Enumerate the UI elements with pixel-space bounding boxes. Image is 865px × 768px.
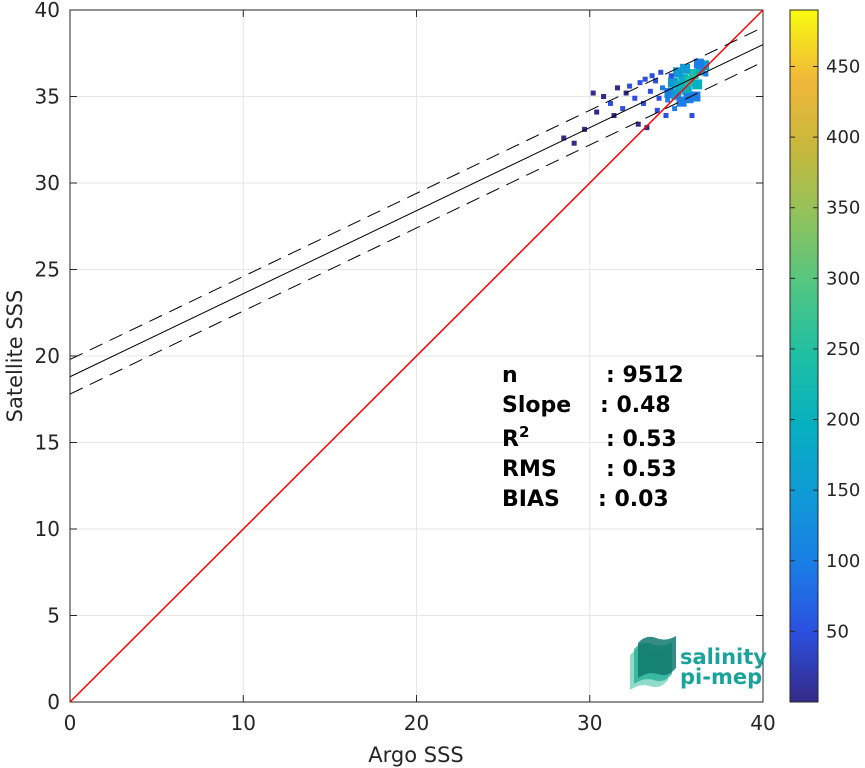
stat-value: : 9512	[606, 363, 684, 388]
density-cell	[649, 73, 655, 79]
density-cell	[654, 107, 660, 113]
colorbar-tick-label: 200	[826, 410, 860, 431]
density-cell	[688, 69, 699, 80]
density-cell	[653, 78, 659, 84]
colorbar	[789, 9, 819, 703]
logo-text-line1: salinity	[680, 645, 767, 669]
confidence-line-lower	[69, 61, 764, 395]
colorbar-tick-label: 350	[826, 198, 860, 219]
statistics-box: n : 9512 Slope : 0.48 R2 : 0.53 RMS : 0.53 BIAS:…	[502, 363, 684, 512]
density-cell	[667, 77, 678, 88]
density-cell	[644, 125, 650, 131]
y-tick-label: 10	[35, 517, 60, 541]
colorbar-tick-label: 150	[826, 480, 860, 501]
identity-line	[69, 9, 764, 703]
density-cell	[668, 73, 674, 79]
y-tick-label: 0	[47, 690, 60, 714]
density-cell	[627, 83, 633, 89]
colorbar-tick-label: 100	[826, 551, 860, 572]
density-cell	[660, 85, 666, 91]
colorbar-ticks: 50 100 150 200 250 300 350 400 450	[790, 56, 860, 642]
colorbar-tick-label: 400	[826, 127, 860, 148]
density-cell	[693, 58, 704, 69]
density-cell	[665, 97, 671, 103]
colorbar-tick-label: 450	[826, 56, 860, 77]
density-cell	[680, 63, 691, 74]
x-tick-label: 40	[750, 711, 775, 735]
density-cell	[681, 84, 692, 95]
stat-label: n	[502, 363, 518, 388]
density-cell	[642, 76, 648, 82]
stat-label: Slope	[502, 393, 571, 418]
stat-value: : 0.53	[606, 457, 677, 482]
stat-value: : 0.53	[606, 427, 677, 452]
density-cell	[673, 67, 684, 78]
x-axis-label: Argo SSS	[368, 743, 463, 767]
confidence-line-upper	[69, 26, 764, 360]
density-cell	[672, 106, 678, 112]
density-cell	[637, 80, 643, 86]
density-cell	[561, 135, 567, 141]
salinity-pimep-logo: salinity pi-mep	[630, 636, 767, 690]
colorbar-tick-label: 300	[826, 268, 860, 289]
density-cell	[658, 69, 664, 75]
density-cell	[699, 60, 710, 71]
density-cell	[590, 90, 596, 96]
x-tick-label: 0	[64, 711, 77, 735]
density-cell	[703, 71, 709, 77]
stat-superscript: 2	[519, 423, 529, 441]
density-cell	[674, 81, 685, 92]
density-cell	[685, 75, 696, 86]
density-cell	[692, 79, 703, 90]
logo-text-line2: pi-mep	[680, 665, 762, 689]
density-cell	[571, 140, 577, 146]
stat-value: : 0.48	[600, 393, 671, 418]
stat-label: BIAS	[502, 487, 560, 512]
density-cell	[614, 85, 620, 91]
y-tick-label: 25	[35, 258, 60, 282]
density-cell	[647, 88, 653, 94]
density-cell	[608, 100, 614, 106]
density-cell	[690, 91, 701, 102]
density-cell	[663, 113, 669, 119]
x-tick-label: 20	[404, 711, 429, 735]
density-cell	[632, 95, 638, 101]
x-axis-ticks: 0 10 20 30 40	[64, 10, 776, 735]
density-points	[561, 58, 710, 146]
density-cell	[582, 126, 588, 132]
regression-line	[69, 44, 764, 378]
density-cell	[620, 106, 626, 112]
y-axis-label: Satellite SSS	[3, 290, 27, 423]
y-tick-label: 5	[47, 604, 60, 628]
wave-icon	[630, 636, 676, 690]
y-tick-label: 15	[35, 431, 60, 455]
y-tick-label: 30	[35, 171, 60, 195]
y-tick-label: 20	[35, 344, 60, 368]
stat-label: R2	[502, 423, 529, 452]
density-cell	[664, 88, 675, 99]
y-axis-ticks: 0 5 10 15 20 25 30 35 40	[35, 0, 763, 714]
density-cell	[635, 121, 641, 127]
y-tick-label: 40	[35, 0, 60, 22]
colorbar-tick-label: 250	[826, 339, 860, 360]
density-cell	[601, 94, 607, 99]
density-cell	[695, 65, 706, 76]
stat-value: : 0.03	[598, 487, 669, 512]
density-cell	[676, 96, 687, 107]
density-cell	[671, 89, 682, 100]
density-cell	[683, 93, 694, 104]
x-tick-label: 30	[577, 711, 602, 735]
colorbar-tick-label: 50	[826, 621, 849, 642]
x-tick-label: 10	[231, 711, 256, 735]
stat-label: RMS	[502, 457, 557, 482]
density-cell	[689, 113, 695, 119]
density-cell	[656, 95, 662, 101]
density-cell	[640, 100, 646, 106]
density-cell	[678, 74, 689, 85]
y-tick-label: 35	[35, 85, 60, 109]
density-cell	[594, 109, 600, 115]
